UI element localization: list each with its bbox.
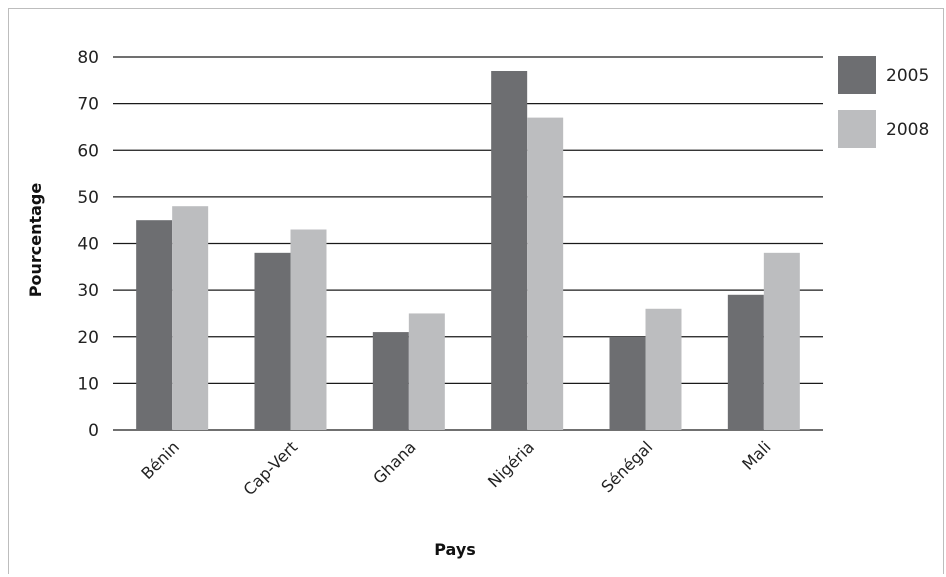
- x-axis-title: Pays: [434, 540, 476, 559]
- y-tick-label: 40: [77, 235, 99, 255]
- bar-2008-5: [763, 252, 800, 430]
- bar-2008-2: [408, 313, 445, 430]
- x-tick-label: Ghana: [369, 437, 419, 487]
- x-tick-label: Cap-Vert: [240, 437, 302, 499]
- x-axis-ticks: Bénin Cap-Vert Ghana Nigéria Sénégal Mali: [137, 437, 774, 499]
- legend-label-2005: 2005: [886, 66, 929, 86]
- bar-2008-4: [645, 308, 682, 430]
- y-tick-label: 10: [77, 374, 99, 394]
- y-tick-label: 60: [77, 141, 99, 161]
- y-tick-label: 80: [77, 48, 99, 68]
- bar-2008-0: [172, 206, 209, 430]
- gridlines: [113, 56, 823, 431]
- bar-2005-4: [609, 336, 646, 430]
- bar-2005-5: [727, 294, 764, 430]
- legend-label-2008: 2008: [886, 120, 929, 140]
- legend-swatch-2008: [838, 110, 876, 148]
- bars: [136, 70, 800, 431]
- chart-frame: [8, 8, 944, 574]
- x-tick-label: Mali: [738, 437, 774, 473]
- bar-2008-1: [290, 229, 327, 430]
- y-tick-label: 70: [77, 95, 99, 115]
- legend: 2005 2008: [838, 56, 929, 148]
- x-tick-label: Bénin: [137, 437, 183, 483]
- bar-2008-3: [527, 117, 564, 431]
- y-axis-title: Pourcentage: [26, 183, 45, 298]
- bar-2005-3: [491, 70, 528, 431]
- x-tick-label: Sénégal: [597, 437, 656, 496]
- x-tick-label: Nigéria: [484, 437, 538, 491]
- bar-2005-2: [372, 332, 409, 430]
- bar-2005-0: [136, 220, 173, 430]
- y-tick-label: 20: [77, 328, 99, 348]
- legend-swatch-2005: [838, 56, 876, 94]
- y-tick-label: 30: [77, 281, 99, 301]
- y-tick-label: 0: [88, 421, 99, 441]
- bar-2005-1: [254, 252, 291, 430]
- y-tick-label: 50: [77, 188, 99, 208]
- y-axis-ticks: 0 10 20 30 40 50 60 70 80: [77, 48, 99, 441]
